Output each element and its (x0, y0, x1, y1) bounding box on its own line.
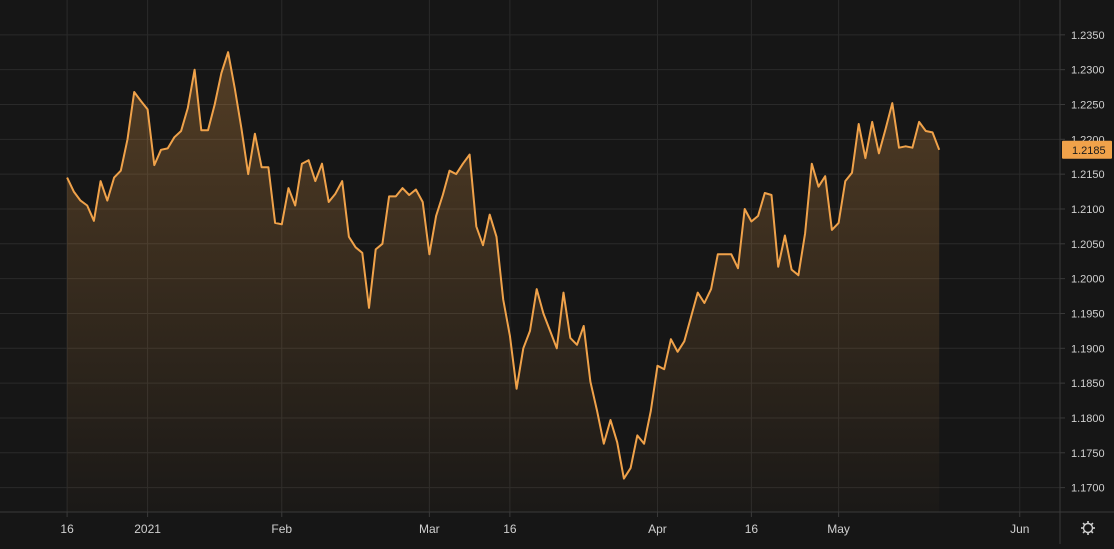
area-fill (67, 52, 940, 512)
last-price-badge-group: 1.2185 (1062, 140, 1112, 159)
y-tick-label: 1.2300 (1071, 65, 1105, 77)
series-line-layer (66, 51, 941, 480)
series-line (66, 51, 941, 480)
y-tick-label: 1.2150 (1071, 169, 1105, 181)
y-tick-label: 1.1900 (1071, 343, 1105, 355)
x-tick-label: 2021 (134, 522, 161, 536)
y-tick-label: 1.2000 (1071, 274, 1105, 286)
last-price-label: 1.2185 (1072, 145, 1106, 157)
y-tick-label: 1.1800 (1071, 413, 1105, 425)
gear-ring (1082, 522, 1094, 534)
x-tick-label: Feb (271, 522, 292, 536)
gear-icon[interactable] (1081, 521, 1095, 535)
y-tick-label: 1.2100 (1071, 204, 1105, 216)
x-tick-label: 16 (503, 522, 517, 536)
y-tick-label: 1.2050 (1071, 239, 1105, 251)
x-axis-ticks: 16 2021 Feb Mar 16 Apr 16 May Jun (60, 512, 1029, 536)
y-tick-label: 1.1700 (1071, 483, 1105, 495)
y-axis-ticks: 1.23501.23001.22501.22001.21501.21001.20… (1060, 30, 1105, 495)
x-tick-label: 16 (745, 522, 759, 536)
last-price-badge (1062, 140, 1112, 159)
y-tick-label: 1.1750 (1071, 448, 1105, 460)
x-tick-label: May (827, 522, 850, 536)
area-fill-layer (67, 52, 940, 512)
x-tick-label: Jun (1010, 522, 1029, 536)
y-tick-label: 1.1950 (1071, 308, 1105, 320)
x-tick-label: Apr (648, 522, 667, 536)
x-tick-label: Mar (419, 522, 440, 536)
y-tick-label: 1.2350 (1071, 30, 1105, 42)
y-tick-label: 1.2250 (1071, 99, 1105, 111)
x-tick-label: 16 (60, 522, 74, 536)
y-tick-label: 1.1850 (1071, 378, 1105, 390)
